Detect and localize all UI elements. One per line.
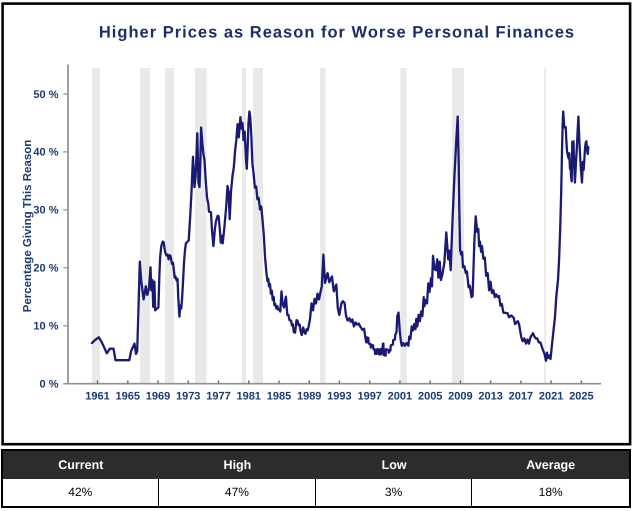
svg-text:Higher Prices as Reason for Wo: Higher Prices as Reason for Worse Person… (99, 24, 575, 42)
svg-text:2001: 2001 (388, 391, 412, 403)
svg-text:2013: 2013 (478, 391, 502, 403)
svg-text:2017: 2017 (509, 391, 533, 403)
svg-text:1993: 1993 (327, 391, 351, 403)
svg-text:40 %: 40 % (33, 147, 58, 159)
svg-text:1969: 1969 (146, 391, 170, 403)
svg-text:1977: 1977 (206, 391, 230, 403)
svg-text:1973: 1973 (176, 391, 200, 403)
svg-text:0 %: 0 % (40, 379, 59, 391)
svg-text:1961: 1961 (85, 391, 109, 403)
svg-text:1997: 1997 (357, 391, 381, 403)
svg-text:2021: 2021 (539, 391, 563, 403)
svg-text:30 %: 30 % (33, 205, 58, 217)
svg-text:2005: 2005 (418, 391, 442, 403)
svg-text:1989: 1989 (297, 391, 321, 403)
svg-text:2009: 2009 (448, 391, 472, 403)
svg-text:20 %: 20 % (33, 263, 58, 275)
svg-text:Percentage Giving This Reason: Percentage Giving This Reason (22, 140, 34, 313)
svg-text:1985: 1985 (267, 391, 291, 403)
svg-text:10 %: 10 % (33, 321, 58, 333)
svg-text:2025: 2025 (569, 391, 593, 403)
svg-text:50 %: 50 % (33, 89, 58, 101)
svg-text:1981: 1981 (236, 391, 260, 403)
svg-text:1965: 1965 (116, 391, 140, 403)
